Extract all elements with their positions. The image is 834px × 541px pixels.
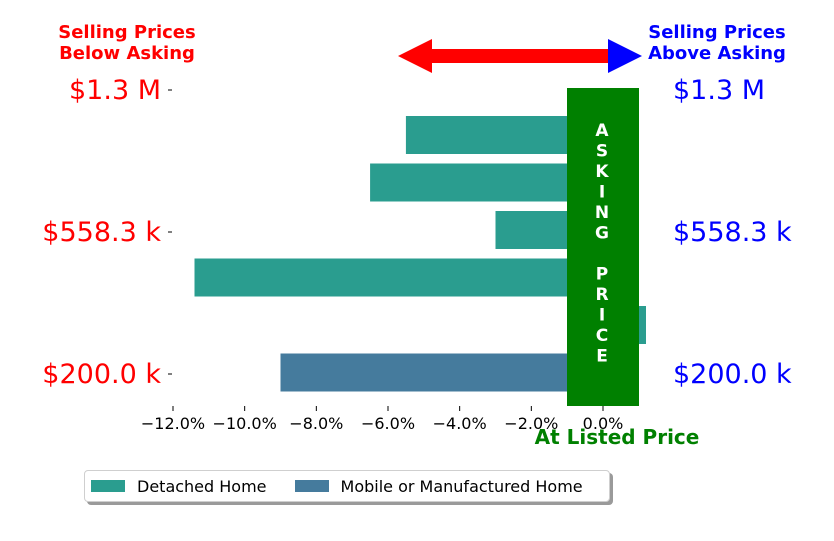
legend-label-mobile: Mobile or Manufactured Home [340, 476, 583, 496]
legend-item-detached: Detached Home [91, 477, 267, 496]
left-price-label-3: $200.0 k [42, 359, 161, 390]
legend-item-mobile: Mobile or Manufactured Home [294, 476, 583, 496]
x-tick-label-4: −6.0% [361, 414, 415, 433]
legend-swatch-mobile [294, 480, 329, 492]
below-asking-title: Selling Prices Below Asking [58, 22, 195, 64]
left-price-label-2: $558.3 k [42, 217, 161, 248]
x-tick-label-3: −8.0% [289, 414, 343, 433]
arrow-left-head [398, 39, 432, 73]
legend-swatch-detached [91, 480, 125, 492]
x-tick-label-2: −10.0% [213, 414, 277, 433]
x-tick-label-6: −2.0% [504, 414, 558, 433]
right-price-label-3: $200.0 k [673, 359, 792, 390]
bar-6 [280, 353, 603, 392]
x-tick-label-1: −12.0% [141, 414, 205, 433]
left-price-labels: $1.3 M $558.3 k $200.0 k [42, 75, 172, 390]
title-left-text: Selling Prices Below Asking [58, 22, 195, 64]
at-listed-price-label: At Listed Price [535, 425, 700, 449]
above-asking-title: Selling Prices Above Asking [648, 22, 786, 64]
bar-4 [194, 258, 603, 297]
right-price-label-1: $1.3 M [673, 75, 765, 106]
left-price-label-1: $1.3 M [69, 75, 161, 106]
right-price-labels: $1.3 M $558.3 k $200.0 k [673, 75, 792, 390]
legend: Detached Home Mobile or Manufactured Hom… [84, 470, 610, 502]
x-tick-label-7: 0.0% [583, 414, 624, 433]
title-right-text: Selling Prices Above Asking [648, 22, 786, 64]
legend-label-detached: Detached Home [137, 476, 267, 496]
asking-price-band-rect [567, 88, 639, 406]
x-tick-label-5: −4.0% [433, 414, 487, 433]
x-axis: −12.0% −10.0% −8.0% −6.0% −4.0% −2.0% 0.0% [141, 406, 623, 433]
right-price-label-2: $558.3 k [673, 217, 792, 248]
arrow-shaft [430, 49, 612, 63]
bar-2 [370, 163, 603, 202]
arrow-right-head [608, 39, 642, 73]
direction-arrow [398, 39, 642, 73]
